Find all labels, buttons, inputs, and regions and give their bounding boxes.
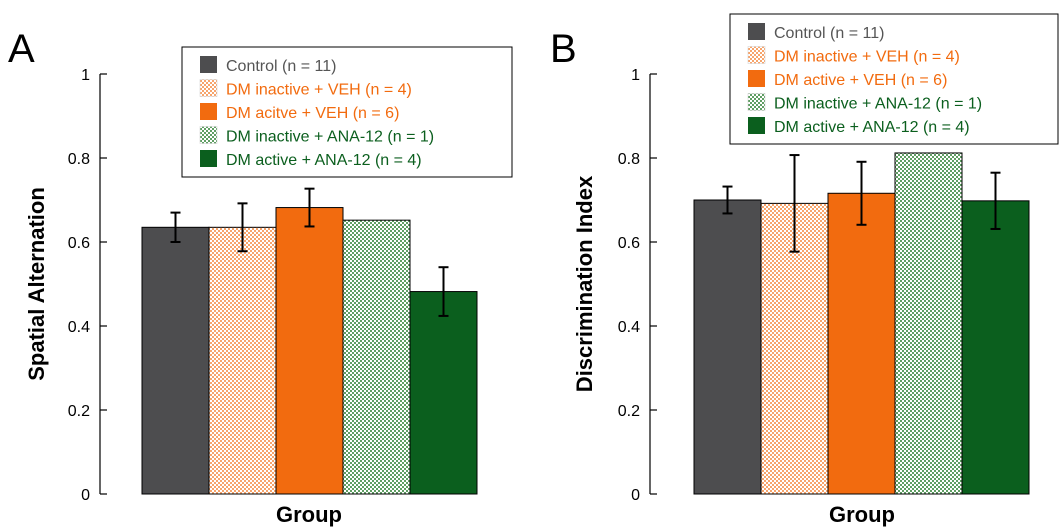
legend-label: DM inactive + VEH (n = 4)	[774, 49, 960, 66]
legend-swatch	[199, 79, 218, 97]
y-tick-label: 0.2	[618, 403, 640, 420]
panel-b-x-axis-label: Group	[829, 502, 895, 527]
y-tick-label: 0.4	[618, 319, 640, 336]
bar	[208, 226, 277, 495]
legend-label: DM inactive + VEH (n = 4)	[226, 82, 412, 99]
bar	[827, 192, 896, 495]
legend-swatch	[748, 117, 765, 134]
legend-swatch	[748, 70, 765, 87]
legend-box	[181, 46, 513, 178]
y-tick-label: 0.4	[68, 319, 90, 336]
legend-label: DM acitve + VEH (n = 6)	[226, 105, 399, 122]
legend-swatch	[748, 23, 765, 40]
legend-label: DM active + ANA-12 (n = 4)	[226, 152, 422, 169]
legend-label: DM inactive + ANA-12 (n = 1)	[226, 129, 434, 146]
legend-swatch	[200, 103, 217, 120]
bar	[961, 200, 1030, 495]
legend-swatch	[199, 126, 218, 144]
panel-b-y-axis-label: Discrimination Index	[572, 175, 597, 392]
y-tick-label: 0.8	[68, 151, 90, 168]
y-tick-label: 1	[81, 67, 90, 84]
panel-b-bars	[693, 152, 1030, 495]
legend-label: DM active + VEH (n = 6)	[774, 72, 947, 89]
y-tick-label: 0	[631, 487, 640, 504]
panel-b: B 0 0.2 0.4 0.6 0.8 1 Discrimination Index Gr…	[550, 13, 1059, 527]
y-tick-label: 0.6	[618, 235, 640, 252]
y-tick-label: 0.2	[68, 403, 90, 420]
bar	[409, 291, 478, 495]
legend-label: DM active + ANA-12 (n = 4)	[774, 119, 970, 136]
legend-label: Control (n = 11)	[226, 58, 336, 75]
panel-b-legend: Control (n = 11) DM inactive + VEH (n = 4…	[729, 13, 1059, 145]
y-tick-label: 0	[81, 487, 90, 504]
bar	[342, 219, 411, 495]
y-tick-label: 0.8	[618, 151, 640, 168]
panel-a-axes: 0 0.2 0.4 0.6 0.8 1	[68, 67, 107, 504]
panel-b-axes: 0 0.2 0.4 0.6 0.8 1	[618, 67, 657, 504]
panel-a: A 0 0.2 0.4 0.6 0.8 1 Spatial Alternation Gro…	[8, 27, 513, 527]
panel-a-bars	[141, 187, 478, 495]
legend-label: DM inactive + ANA-12 (n = 1)	[774, 96, 982, 113]
y-tick-label: 0.6	[68, 235, 90, 252]
panel-a-letter: A	[8, 27, 35, 71]
legend-swatch	[747, 46, 766, 64]
bar	[141, 226, 210, 495]
y-tick-label: 1	[631, 67, 640, 84]
legend-swatch	[200, 150, 217, 167]
panel-a-legend: Control (n = 11) DM inactive + VEH (n = 4…	[181, 46, 513, 178]
legend-label: Control (n = 11)	[774, 25, 884, 42]
bar	[693, 199, 762, 495]
panel-a-y-axis-label: Spatial Alternation	[24, 187, 49, 381]
legend-swatch	[200, 56, 217, 73]
bar	[275, 207, 344, 495]
legend-box	[729, 13, 1059, 145]
bar	[894, 152, 963, 495]
panel-a-x-axis-label: Group	[276, 502, 342, 527]
panel-b-letter: B	[550, 27, 577, 71]
legend-swatch	[747, 93, 766, 111]
